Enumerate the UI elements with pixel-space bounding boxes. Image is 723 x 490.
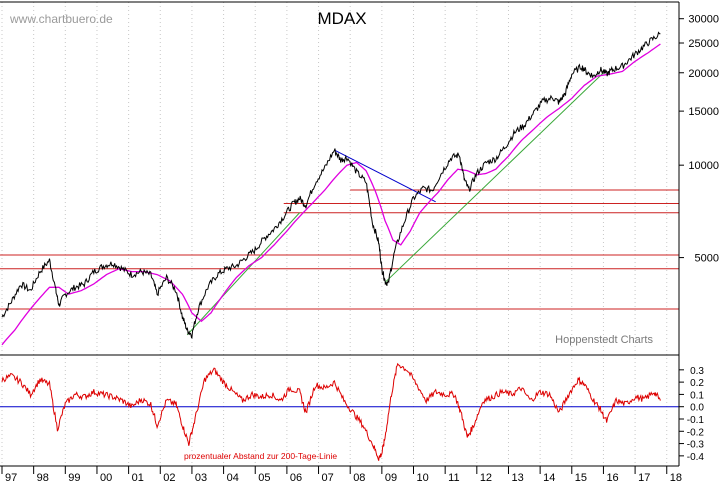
osc-tick-label--0.3: -0.3: [687, 440, 705, 451]
x-tick-label-16: 16: [606, 472, 618, 484]
ma200-series-line: [1, 43, 661, 346]
x-tick-label-13: 13: [511, 472, 523, 484]
y-tick-label-15000: 15000: [688, 106, 719, 118]
x-tick-label-05: 05: [258, 472, 270, 484]
y-tick-label-25000: 25000: [688, 38, 719, 50]
x-tick-label-18: 18: [670, 472, 682, 484]
watermark: www.chartbuero.de: [9, 12, 113, 26]
x-tick-label-07: 07: [322, 472, 334, 484]
osc-tick-label-0.3: 0.3: [690, 366, 704, 377]
resistance-1-line: [334, 149, 436, 203]
osc-tick-label-0.2: 0.2: [690, 378, 704, 389]
x-tick-label-03: 03: [195, 472, 207, 484]
deviation-series-line: [1, 362, 661, 461]
x-tick-label-15: 15: [575, 472, 587, 484]
osc-tick-label--0.1: -0.1: [687, 415, 705, 426]
price-series-line: [1, 31, 661, 339]
x-tick-label-97: 97: [5, 472, 17, 484]
osc-tick-label-0.0: 0.0: [690, 403, 704, 414]
y-tick-label-20000: 20000: [688, 68, 719, 80]
x-tick-label-04: 04: [227, 472, 239, 484]
y-tick-label-5000: 5000: [695, 253, 719, 265]
y-tick-label-30000: 30000: [688, 14, 719, 26]
oscillator-caption: prozentualer Abstand zur 200-Tage-Linie: [184, 451, 337, 461]
x-tick-label-09: 09: [385, 472, 397, 484]
support-1-line: [186, 212, 300, 336]
x-tick-label-06: 06: [290, 472, 302, 484]
source-note: Hoppenstedt Charts: [555, 334, 653, 346]
x-tick-label-99: 99: [68, 472, 80, 484]
x-tick-label-01: 01: [132, 472, 144, 484]
x-tick-label-11: 11: [448, 472, 459, 484]
x-tick-label-14: 14: [543, 472, 555, 484]
x-tick-label-08: 08: [353, 472, 365, 484]
x-tick-label-02: 02: [163, 472, 175, 484]
osc-tick-label--0.2: -0.2: [687, 427, 705, 438]
support-2-line: [384, 72, 604, 283]
chart-title: MDAX: [317, 9, 366, 28]
osc-tick-label-0.1: 0.1: [690, 390, 704, 401]
x-tick-label-10: 10: [417, 472, 429, 484]
y-tick-label-10000: 10000: [688, 160, 719, 172]
x-tick-label-98: 98: [37, 472, 49, 484]
x-tick-label-17: 17: [638, 472, 650, 484]
x-tick-label-12: 12: [480, 472, 492, 484]
osc-tick-label--0.4: -0.4: [687, 452, 705, 463]
x-tick-label-00: 00: [100, 472, 112, 484]
